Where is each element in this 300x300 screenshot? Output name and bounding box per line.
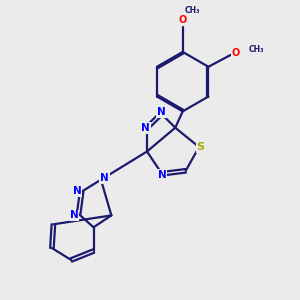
Text: N: N [73, 186, 82, 196]
Text: O: O [232, 47, 240, 58]
Text: O: O [178, 15, 187, 25]
Text: N: N [158, 170, 166, 180]
Text: N: N [157, 107, 166, 117]
Text: CH₃: CH₃ [184, 6, 200, 15]
Text: S: S [196, 142, 205, 152]
Text: N: N [70, 210, 79, 220]
Text: CH₃: CH₃ [249, 45, 264, 54]
Text: N: N [141, 123, 150, 133]
Text: N: N [100, 173, 109, 183]
